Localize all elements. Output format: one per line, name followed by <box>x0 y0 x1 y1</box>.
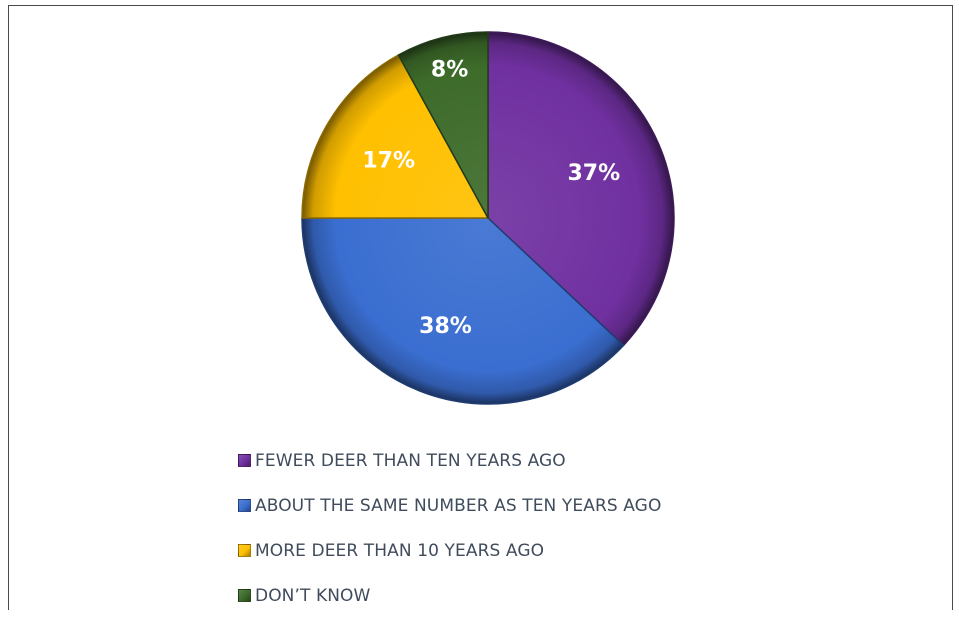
legend: FEWER DEER THAN TEN YEARS AGO ABOUT THE … <box>238 438 661 618</box>
legend-swatch <box>238 499 251 512</box>
legend-item-more: MORE DEER THAN 10 YEARS AGO <box>238 528 661 573</box>
legend-swatch <box>238 589 251 602</box>
legend-swatch <box>238 454 251 467</box>
legend-label: FEWER DEER THAN TEN YEARS AGO <box>255 451 566 471</box>
pie-label-same: 38% <box>419 314 472 339</box>
pie-label-fewer: 37% <box>567 161 620 186</box>
legend-label: ABOUT THE SAME NUMBER AS TEN YEARS AGO <box>255 496 661 516</box>
legend-item-dont-know: DON’T KNOW <box>238 573 661 618</box>
legend-label: MORE DEER THAN 10 YEARS AGO <box>255 541 544 561</box>
legend-swatch <box>238 544 251 557</box>
legend-label: DON’T KNOW <box>255 586 370 606</box>
legend-item-fewer: FEWER DEER THAN TEN YEARS AGO <box>238 438 661 483</box>
pie-label-dont-know: 8% <box>431 58 468 83</box>
pie-label-more: 17% <box>362 148 415 173</box>
legend-item-same: ABOUT THE SAME NUMBER AS TEN YEARS AGO <box>238 483 661 528</box>
